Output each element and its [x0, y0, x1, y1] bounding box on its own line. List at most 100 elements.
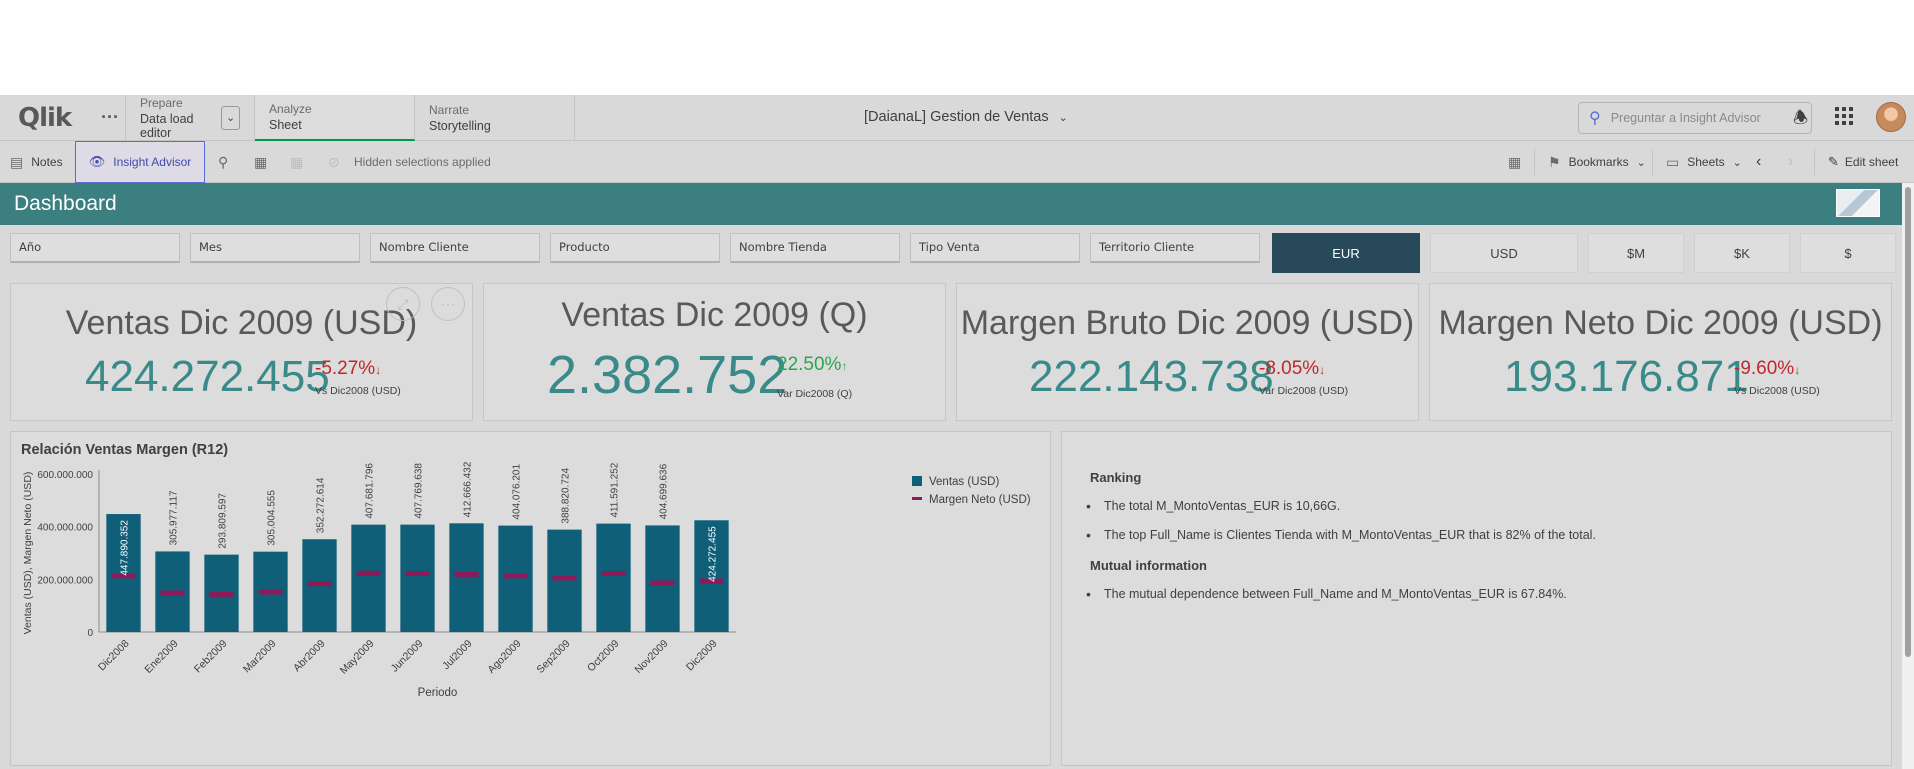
- selection-lasso-icon[interactable]: ▦: [254, 153, 268, 170]
- notes-button[interactable]: ▤ Notes: [10, 141, 63, 183]
- kpi-margen-bruto[interactable]: Margen Bruto Dic 2009 (USD) 222.143.738 …: [956, 283, 1419, 421]
- step-back-icon[interactable]: ▦: [290, 153, 304, 170]
- bookmark-icon: ⚑: [1548, 153, 1561, 170]
- x-tick-label: Abr2009: [291, 638, 328, 675]
- kpi-delta-value: -9.60%: [1734, 358, 1795, 379]
- scrollbar-thumb[interactable]: [1905, 187, 1911, 657]
- sheets-icon: ▭: [1666, 153, 1680, 170]
- apps-grid-icon[interactable]: [1835, 107, 1853, 125]
- sheet-area: Dashboard Año Mes Nombre Cliente Product…: [0, 183, 1902, 769]
- x-axis-label: Periodo: [418, 687, 458, 699]
- x-tick-label: Oct2009: [585, 638, 622, 675]
- page-title: Dashboard: [14, 192, 117, 215]
- bar: [106, 514, 141, 632]
- edit-sheet-label: Edit sheet: [1844, 155, 1899, 169]
- bookmarks-button[interactable]: ⚑ Bookmarks ⌄: [1548, 141, 1646, 183]
- tab-prepare[interactable]: Prepare Data load editor ⌄: [125, 94, 255, 141]
- tab-narrate-label: Narrate: [429, 102, 470, 117]
- currency-eur-button[interactable]: EUR: [1272, 233, 1420, 273]
- mutual-info-heading: Mutual information: [1090, 558, 1207, 573]
- kpi-ventas-q[interactable]: Ventas Dic 2009 (Q) 2.382.752 22.50%↑ Va…: [483, 283, 946, 421]
- ranking-item: The top Full_Name is Clientes Tienda wit…: [1086, 527, 1596, 543]
- kpi-subtitle: Vs Dic2008 (USD): [315, 385, 401, 397]
- bar: [596, 523, 631, 632]
- tab-narrate[interactable]: Narrate Storytelling: [415, 94, 575, 141]
- kpi-delta-value: -8.05%: [1259, 358, 1320, 379]
- filter-producto[interactable]: Producto: [550, 233, 720, 263]
- prev-sheet-button[interactable]: ‹: [1756, 153, 1762, 170]
- chevron-down-icon[interactable]: ⌄: [221, 105, 240, 130]
- vertical-scrollbar[interactable]: [1902, 183, 1914, 769]
- kpi-value: 2.382.752: [547, 345, 788, 405]
- x-tick-label: Dic2008: [96, 638, 132, 674]
- edit-sheet-button[interactable]: ✎ Edit sheet: [1828, 141, 1898, 183]
- legend-label: Ventas (USD): [929, 476, 999, 488]
- currency-units-button[interactable]: $: [1800, 233, 1896, 273]
- currency-millions-button[interactable]: $M: [1588, 233, 1684, 273]
- bar: [498, 525, 533, 632]
- x-tick-label: Sep2009: [534, 638, 572, 676]
- currency-thousands-button[interactable]: $K: [1694, 233, 1790, 273]
- filter-tipo-venta[interactable]: Tipo Venta: [910, 233, 1080, 263]
- more-menu-icon[interactable]: ···: [101, 107, 119, 127]
- x-tick-label: Ago2009: [485, 638, 523, 676]
- arrow-down-icon: ↓: [1794, 363, 1801, 377]
- eye-icon: 👁: [88, 154, 106, 169]
- search-placeholder: Preguntar a Insight Advisor: [1610, 111, 1761, 125]
- legend-swatch: [912, 497, 922, 500]
- filter-territorio-cliente[interactable]: Territorio Cliente: [1090, 233, 1260, 263]
- kpi-margen-neto[interactable]: Margen Neto Dic 2009 (USD) 193.176.871 -…: [1429, 283, 1892, 421]
- data-label: 407.681.796: [365, 463, 376, 519]
- chart-title: Relación Ventas Margen (R12): [21, 442, 229, 458]
- notes-label: Notes: [31, 155, 63, 169]
- smart-search-icon[interactable]: ⚲: [218, 153, 229, 170]
- kpi-value: 424.272.455: [85, 352, 330, 401]
- kpi-title: Ventas Dic 2009 (USD): [65, 304, 418, 342]
- chevron-down-icon: ⌄: [1732, 156, 1742, 169]
- sheets-button[interactable]: ▭ Sheets ⌄: [1666, 141, 1742, 183]
- kpi-ventas-usd[interactable]: Ventas Dic 2009 (USD) 424.272.455 -5.27%…: [10, 283, 473, 421]
- notifications-icon[interactable]: 🕭: [1793, 108, 1809, 127]
- insights-panel[interactable]: Ranking The total M_MontoVentas_EUR is 1…: [1061, 431, 1892, 766]
- x-tick-label: Jun2009: [389, 638, 426, 675]
- bar-chart[interactable]: 0200.000.000400.000.000600.000.000Ventas…: [11, 432, 1052, 767]
- data-label: 407.769.638: [414, 463, 425, 519]
- hidden-selections-text: Hidden selections applied: [354, 155, 491, 169]
- bar: [400, 524, 435, 632]
- currency-usd-button[interactable]: USD: [1430, 233, 1578, 273]
- data-label: 411.591.252: [610, 462, 621, 517]
- more-options-icon[interactable]: ⋯: [431, 287, 465, 321]
- insight-advisor-button[interactable]: 👁 Insight Advisor: [75, 141, 205, 183]
- qlik-logo[interactable]: Qlik: [18, 102, 72, 133]
- kpi-value: 193.176.871: [1504, 352, 1749, 401]
- avatar[interactable]: [1876, 102, 1906, 132]
- filter-mes[interactable]: Mes: [190, 233, 360, 263]
- filter-nombre-tienda[interactable]: Nombre Tienda: [730, 233, 900, 263]
- tab-analyze[interactable]: Analyze Sheet: [255, 94, 415, 141]
- y-tick-label: 0: [87, 628, 93, 639]
- bar: [351, 524, 386, 632]
- y-tick-label: 600.000.000: [37, 470, 93, 481]
- kpi-delta: -5.27%↓: [315, 358, 381, 380]
- chevron-down-icon: ⌄: [1636, 156, 1646, 169]
- kpi-value: 222.143.738: [1029, 352, 1274, 401]
- app-title-label: [DaianaL] Gestion de Ventas: [864, 109, 1049, 125]
- tab-narrate-sub: Storytelling: [429, 118, 491, 133]
- x-tick-label: Ene2009: [142, 638, 180, 676]
- chart-panel[interactable]: Relación Ventas Margen (R12) 0 200.000.00…: [10, 431, 1051, 766]
- insight-search-input[interactable]: ⚲ Preguntar a Insight Advisor: [1578, 102, 1812, 134]
- arrow-down-icon: ↓: [1319, 363, 1326, 377]
- data-label: 388.820.724: [561, 468, 572, 524]
- filter-nombre-cliente[interactable]: Nombre Cliente: [370, 233, 540, 263]
- expand-icon[interactable]: ⤢: [386, 287, 420, 321]
- sheets-label: Sheets: [1687, 155, 1725, 169]
- sheet-toolbar: ▤ Notes 👁 Insight Advisor ⚲ ▦ ▦ ⊘ Hidden…: [0, 141, 1914, 183]
- next-sheet-button[interactable]: ›: [1788, 153, 1794, 170]
- app-title[interactable]: [DaianaL] Gestion de Ventas ⌄: [864, 109, 1068, 125]
- notes-icon: ▤: [10, 153, 24, 170]
- clear-selections-icon[interactable]: ⊘: [328, 153, 340, 170]
- data-label: 424.272.455: [708, 526, 719, 582]
- filter-ano[interactable]: Año: [10, 233, 180, 263]
- grid-view-icon[interactable]: ▦: [1508, 153, 1522, 170]
